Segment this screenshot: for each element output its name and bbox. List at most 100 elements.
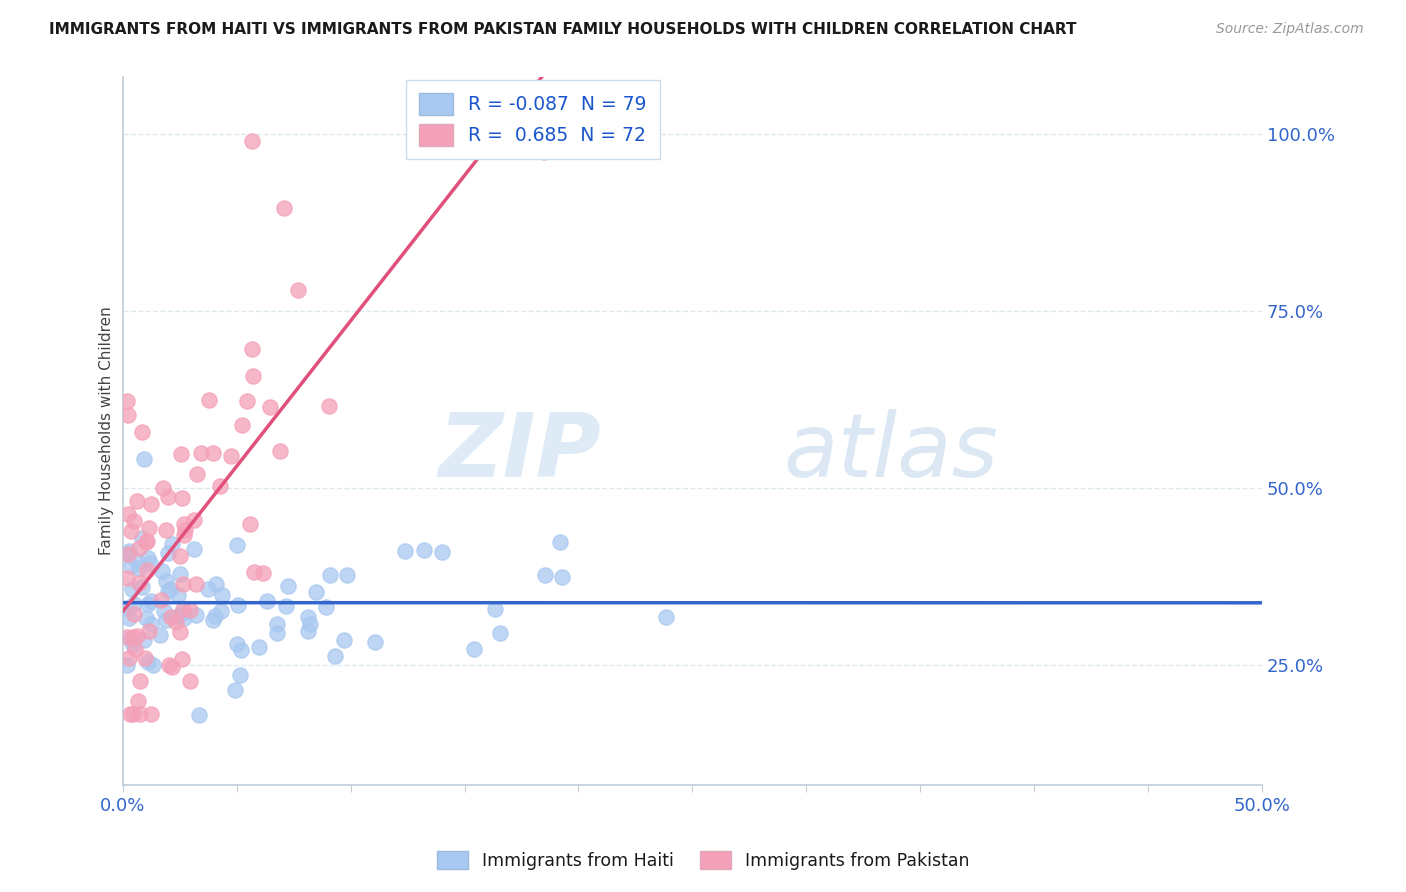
Point (118, 706, 141, 721)
Point (118, 651, 141, 665)
Point (127, 629, 149, 643)
Point (333, 633, 356, 648)
Point (202, 613, 225, 627)
Point (117, 393, 139, 408)
Point (188, 708, 211, 723)
Point (231, 417, 253, 432)
Point (273, 201, 295, 215)
Point (138, 520, 160, 534)
Point (170, 652, 193, 666)
Point (117, 507, 139, 521)
Point (121, 706, 143, 721)
Point (124, 598, 146, 612)
Point (128, 541, 150, 556)
Point (252, 566, 274, 581)
Point (211, 588, 233, 602)
Point (231, 642, 253, 657)
Point (135, 535, 157, 549)
Point (173, 524, 195, 538)
Point (139, 617, 162, 632)
Point (139, 706, 162, 721)
Point (152, 564, 174, 578)
Text: atlas: atlas (783, 409, 998, 495)
Point (209, 604, 232, 618)
Point (484, 602, 506, 616)
Text: ZIP: ZIP (439, 409, 602, 496)
Point (190, 446, 212, 460)
Point (183, 542, 205, 557)
Point (226, 538, 249, 552)
Point (122, 515, 145, 529)
Point (242, 342, 264, 356)
Point (149, 628, 172, 642)
Point (173, 528, 195, 542)
Point (219, 450, 242, 464)
Point (135, 563, 157, 577)
Point (297, 624, 319, 638)
Point (287, 283, 309, 297)
Point (297, 610, 319, 624)
Point (276, 599, 298, 613)
Point (315, 600, 337, 615)
Point (533, 145, 555, 159)
Point (124, 641, 146, 656)
Point (242, 368, 264, 383)
Point (170, 491, 193, 505)
Point (141, 497, 163, 511)
Point (122, 630, 145, 644)
Point (243, 566, 266, 580)
Point (256, 594, 278, 608)
Point (318, 399, 340, 413)
Legend: R = -0.087  N = 79, R =  0.685  N = 72: R = -0.087 N = 79, R = 0.685 N = 72 (406, 79, 659, 159)
Point (122, 607, 145, 621)
Point (129, 706, 152, 721)
Point (197, 582, 219, 596)
Point (183, 513, 205, 527)
Point (121, 582, 143, 596)
Point (463, 641, 485, 656)
Point (159, 610, 181, 624)
Point (184, 608, 207, 623)
Point (172, 577, 194, 591)
Point (128, 560, 150, 574)
Point (117, 571, 139, 585)
Point (167, 608, 190, 623)
Point (269, 444, 291, 458)
Point (534, 567, 557, 582)
Point (186, 467, 208, 482)
Y-axis label: Family Households with Children: Family Households with Children (100, 307, 114, 556)
Point (160, 660, 183, 674)
Legend: Immigrants from Haiti, Immigrants from Pakistan: Immigrants from Haiti, Immigrants from P… (427, 843, 979, 879)
Point (240, 134, 263, 148)
Point (412, 543, 434, 558)
Point (304, 585, 326, 599)
Point (226, 637, 249, 651)
Point (136, 655, 159, 669)
Point (139, 557, 162, 571)
Point (138, 550, 160, 565)
Point (266, 616, 288, 631)
Point (118, 544, 141, 558)
Point (127, 494, 149, 508)
Point (150, 593, 173, 607)
Point (131, 531, 153, 545)
Point (121, 638, 143, 652)
Point (266, 626, 288, 640)
Point (165, 615, 187, 629)
Point (157, 658, 180, 673)
Point (319, 567, 342, 582)
Point (550, 534, 572, 549)
Point (120, 558, 142, 573)
Point (125, 553, 148, 567)
Point (172, 601, 194, 615)
Point (136, 597, 159, 611)
Point (138, 624, 160, 638)
Point (134, 650, 156, 665)
Point (277, 578, 299, 592)
Point (131, 425, 153, 440)
Point (205, 577, 228, 591)
Point (152, 481, 174, 495)
Point (167, 588, 190, 602)
Text: Source: ZipAtlas.com: Source: ZipAtlas.com (1216, 22, 1364, 37)
Point (204, 608, 226, 623)
